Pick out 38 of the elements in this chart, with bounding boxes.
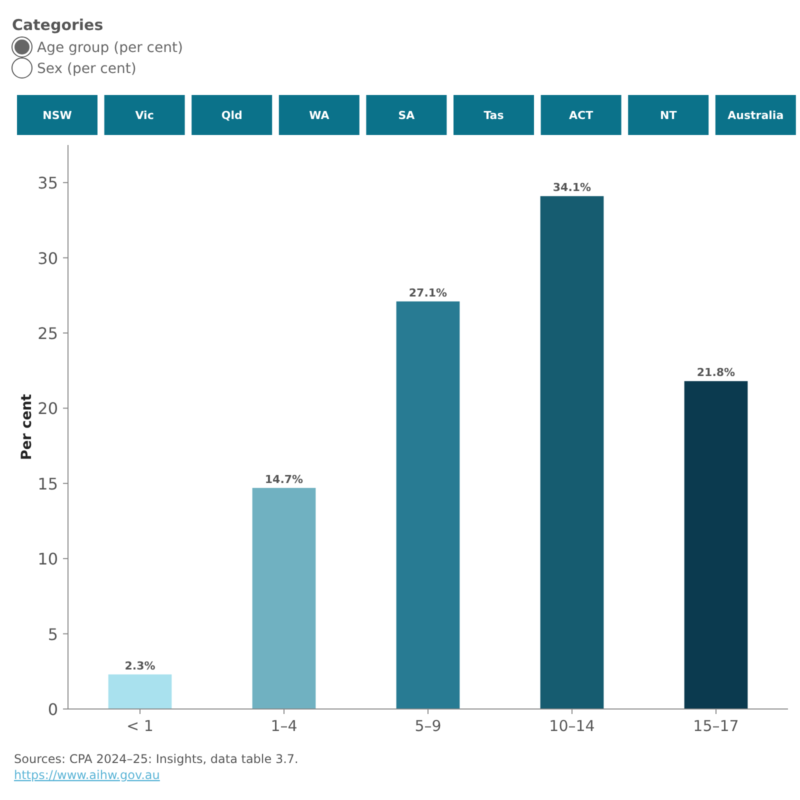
bar: [684, 381, 748, 709]
text: https://www.aihw.gov.au: [14, 768, 160, 782]
text: NT: [660, 109, 678, 122]
text: Qld: [221, 109, 242, 122]
source-note: Sources: CPA 2024–25: Insights, data table 3.7.: [14, 752, 298, 766]
text: NSW: [42, 109, 72, 122]
data-label: 27.1%: [408, 286, 448, 300]
x-tick-label: 1–4: [270, 717, 298, 735]
bar: [540, 196, 604, 709]
y-tick-label: 30: [38, 248, 58, 268]
data-label: 14.7%: [264, 472, 304, 486]
x-tick-label: 10–14: [549, 717, 595, 735]
x-tick-label: 15–17: [693, 717, 739, 735]
data-label: 34.1%: [552, 181, 592, 194]
bar: [252, 488, 316, 709]
y-tick-label: 20: [38, 399, 58, 418]
y-tick-label: 35: [38, 174, 58, 193]
text: ACT: [569, 109, 594, 122]
x-tick-label: < 1: [126, 717, 154, 735]
y-axis-title: Per cent: [19, 394, 35, 460]
y-tick-label: 15: [38, 474, 58, 494]
text: Tas: [484, 109, 504, 122]
bar: [108, 674, 172, 709]
text: Sex (per cent): [37, 61, 136, 77]
text: SA: [398, 109, 416, 122]
data-label: 21.8%: [696, 366, 736, 380]
y-tick-label: 5: [48, 624, 58, 644]
bar: [396, 301, 460, 709]
text: WA: [309, 109, 330, 122]
y-tick-label: 10: [38, 550, 58, 569]
text: Categories: [12, 16, 104, 34]
y-tick-label: 0: [48, 700, 58, 719]
y-tick-label: 25: [38, 324, 58, 343]
text: Vic: [135, 109, 154, 122]
x-tick-label: 5–9: [414, 717, 442, 735]
text: Age group (per cent): [37, 40, 183, 56]
text: Australia: [728, 109, 784, 122]
data-label: 2.3%: [124, 659, 156, 672]
